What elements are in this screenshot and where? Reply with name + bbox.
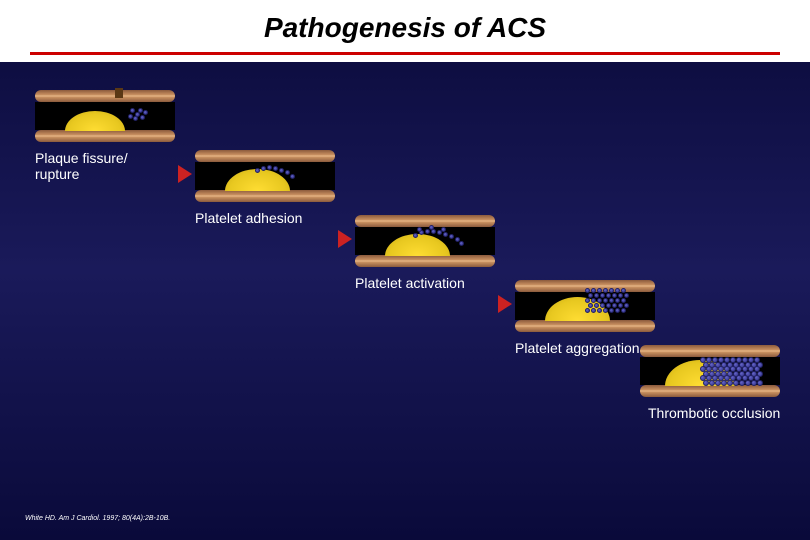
platelet — [267, 165, 272, 170]
platelet — [143, 110, 148, 115]
plaque-fissure — [115, 88, 123, 98]
platelet — [621, 308, 626, 313]
vessel-diagram — [515, 280, 655, 332]
progression-arrow-icon — [178, 165, 192, 183]
platelet — [585, 308, 590, 313]
thrombus-platelet — [757, 380, 763, 386]
vessel-diagram — [640, 345, 780, 397]
platelet — [140, 115, 145, 120]
title-underline — [30, 52, 780, 55]
platelet — [290, 174, 295, 179]
platelet — [591, 308, 596, 313]
platelet — [624, 293, 629, 298]
platelet — [429, 225, 434, 230]
platelet — [130, 108, 135, 113]
vessel-diagram — [355, 215, 495, 267]
progression-arrow-icon — [498, 295, 512, 313]
platelet — [609, 308, 614, 313]
platelet — [133, 116, 138, 121]
platelet — [285, 170, 290, 175]
platelet — [425, 229, 430, 234]
page-title: Pathogenesis of ACS — [0, 0, 810, 52]
progression-arrow-icon — [338, 230, 352, 248]
citation-text: White HD. Am J Cardiol. 1997; 80(4A):2B-… — [25, 515, 170, 522]
platelet — [443, 232, 448, 237]
platelet — [261, 166, 266, 171]
stage-3 — [515, 280, 655, 332]
stage-label: Platelet activation — [355, 275, 465, 291]
platelet — [449, 234, 454, 239]
platelet — [128, 114, 133, 119]
stage-2 — [355, 215, 495, 267]
platelet — [413, 233, 418, 238]
platelet — [441, 227, 446, 232]
stage-label: Platelet adhesion — [195, 210, 302, 226]
vessel-diagram — [35, 90, 175, 142]
platelet — [459, 241, 464, 246]
platelet — [597, 308, 602, 313]
platelet — [279, 168, 284, 173]
platelet — [603, 308, 608, 313]
platelet — [417, 227, 422, 232]
stage-0 — [35, 90, 175, 142]
stage-label: Thrombotic occlusion — [648, 405, 780, 421]
vessel-diagram — [195, 150, 335, 202]
platelet — [255, 168, 260, 173]
stage-1 — [195, 150, 335, 202]
stage-4 — [640, 345, 780, 397]
stage-label: Platelet aggregation — [515, 340, 640, 356]
platelet — [615, 308, 620, 313]
platelet — [273, 166, 278, 171]
stage-label: Plaque fissure/ rupture — [35, 150, 128, 182]
platelet — [624, 303, 629, 308]
